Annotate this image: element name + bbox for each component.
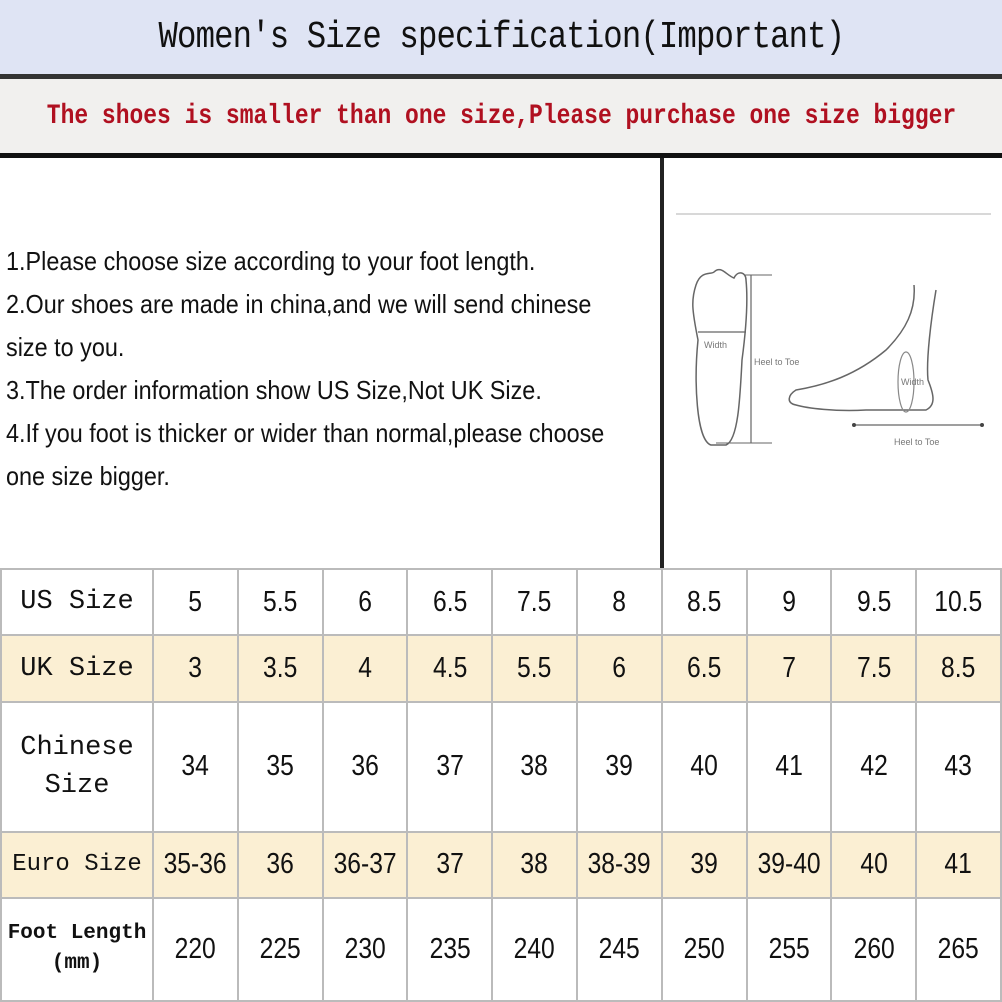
cell: 250: [660, 896, 748, 1002]
foot-side-view-icon: [788, 284, 937, 412]
page-title: Women's Size specification(Important): [158, 15, 845, 59]
cell: 36: [321, 700, 409, 833]
cell: 36-37: [321, 830, 409, 899]
notice-band: The shoes is smaller than one size,Pleas…: [0, 79, 1002, 153]
cell: 220: [152, 896, 239, 1002]
cell: 5.5: [491, 634, 578, 703]
instructions: 1.Please choose size according to your f…: [6, 240, 654, 498]
row-header: Chinese Size: [0, 700, 154, 833]
cell: 7.5: [830, 634, 918, 703]
cell: 38-39: [575, 830, 663, 899]
table-row-foot-length: Foot Length (mm) 220 225 230 235 240 245…: [0, 896, 1002, 1002]
cell: 38: [491, 830, 578, 899]
cell: 7: [745, 634, 833, 703]
title-band: Women's Size specification(Important): [0, 0, 1002, 74]
cell: 240: [491, 896, 578, 1002]
row-header: UK Size: [0, 634, 154, 703]
cell: 6: [321, 567, 409, 637]
svg-text:Width: Width: [901, 377, 924, 387]
cell: 8.5: [660, 567, 748, 637]
cell: 34: [152, 700, 239, 833]
cell: 7.5: [491, 567, 578, 637]
cell: 6: [575, 634, 663, 703]
cell: 260: [830, 896, 918, 1002]
size-notice: The shoes is smaller than one size,Pleas…: [46, 100, 956, 132]
cell: 4: [321, 634, 409, 703]
table-row-us: US Size 5 5.5 6 6.5 7.5 8 8.5 9 9.5 10.5: [0, 567, 1002, 637]
cell: 3: [152, 634, 239, 703]
cell: 39-40: [745, 830, 833, 899]
cell: 41: [745, 700, 833, 833]
cell: 8.5: [915, 634, 1002, 703]
divider: [0, 74, 1002, 79]
divider: [0, 153, 1002, 158]
cell: 230: [321, 896, 409, 1002]
cell: 38: [491, 700, 578, 833]
row-header: Foot Length (mm): [0, 896, 154, 1002]
cell: 41: [915, 830, 1002, 899]
row-header: Euro Size: [0, 830, 154, 899]
cell: 9.5: [830, 567, 918, 637]
cell: 37: [406, 700, 494, 833]
instruction-4: 4.If you foot is thicker or wider than n…: [6, 418, 605, 491]
instruction-2: 2.Our shoes are made in china,and we wil…: [6, 289, 592, 362]
cell: 235: [406, 896, 494, 1002]
cell: 9: [745, 567, 833, 637]
cell: 5.5: [236, 567, 324, 637]
cell: 5: [152, 567, 239, 637]
cell: 39: [660, 830, 748, 899]
cell: 8: [575, 567, 663, 637]
cell: 10.5: [915, 567, 1002, 637]
cell: 245: [575, 896, 663, 1002]
cell: 35: [236, 700, 324, 833]
cell: 225: [236, 896, 324, 1002]
cell: 42: [830, 700, 918, 833]
size-table: US Size 5 5.5 6 6.5 7.5 8 8.5 9 9.5 10.5…: [0, 567, 1002, 1002]
cell: 255: [745, 896, 833, 1002]
cell: 37: [406, 830, 494, 899]
cell: 35-36: [152, 830, 239, 899]
cell: 40: [660, 700, 748, 833]
cell: 43: [915, 700, 1002, 833]
table-row-uk: UK Size 3 3.5 4 4.5 5.5 6 6.5 7 7.5 8.5: [0, 634, 1002, 703]
cell: 6.5: [406, 567, 494, 637]
cell: 4.5: [406, 634, 494, 703]
cell: 6.5: [660, 634, 748, 703]
svg-text:Heel to Toe: Heel to Toe: [894, 437, 939, 447]
cell: 265: [915, 896, 1002, 1002]
cell: 3.5: [236, 634, 324, 703]
row-header: US Size: [0, 567, 154, 637]
divider: [660, 158, 664, 568]
foot-top-view-icon: [692, 268, 748, 446]
svg-text:Heel to Toe: Heel to Toe: [754, 357, 799, 367]
svg-text:Width: Width: [704, 340, 727, 350]
instruction-3: 3.The order information show US Size,Not…: [6, 375, 542, 405]
instruction-1: 1.Please choose size according to your f…: [6, 246, 536, 276]
table-row-euro: Euro Size 35-36 36 36-37 37 38 38-39 39 …: [0, 830, 1002, 899]
table-row-chinese: Chinese Size 34 35 36 37 38 39 40 41 42 …: [0, 700, 1002, 833]
cell: 39: [575, 700, 663, 833]
cell: 36: [236, 830, 324, 899]
foot-measurement-diagram: Width Heel to Toe Width Heel to Toe: [676, 213, 991, 447]
cell: 40: [830, 830, 918, 899]
